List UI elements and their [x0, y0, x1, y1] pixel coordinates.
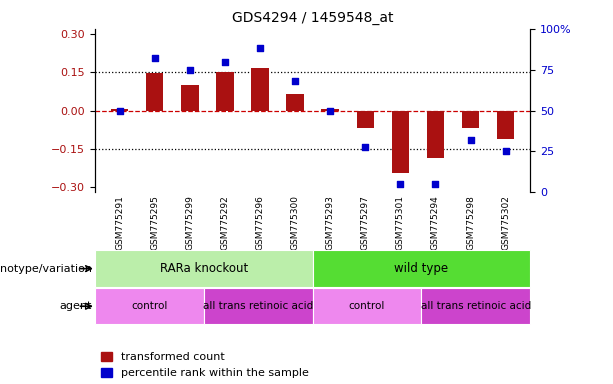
Text: all trans retinoic acid: all trans retinoic acid — [203, 301, 313, 311]
Bar — [181, 85, 199, 111]
Point — [501, 149, 511, 155]
Bar — [251, 68, 268, 111]
Text: all trans retinoic acid: all trans retinoic acid — [421, 301, 531, 311]
Bar — [427, 111, 444, 158]
Text: GSM775301: GSM775301 — [396, 195, 405, 250]
Text: GSM775297: GSM775297 — [361, 195, 370, 250]
Text: GSM775291: GSM775291 — [115, 195, 124, 250]
Point — [115, 108, 124, 114]
Text: agent: agent — [59, 301, 92, 311]
Text: GSM775300: GSM775300 — [291, 195, 300, 250]
Point — [290, 78, 300, 84]
Bar — [95, 288, 204, 324]
Text: control: control — [349, 301, 385, 311]
Point — [466, 137, 476, 143]
Text: wild type: wild type — [394, 262, 449, 275]
Bar — [313, 250, 530, 287]
Text: GSM775292: GSM775292 — [221, 195, 229, 250]
Bar — [321, 109, 339, 111]
Legend: transformed count, percentile rank within the sample: transformed count, percentile rank withi… — [101, 352, 308, 379]
Text: control: control — [131, 301, 167, 311]
Bar — [357, 111, 374, 129]
Bar — [286, 94, 304, 111]
Bar — [204, 288, 313, 324]
Text: RARa knockout: RARa knockout — [160, 262, 248, 275]
Point — [255, 45, 265, 51]
Bar — [216, 72, 234, 111]
Bar — [497, 111, 514, 139]
Text: GSM775299: GSM775299 — [185, 195, 194, 250]
Text: genotype/variation: genotype/variation — [0, 263, 92, 274]
Point — [185, 67, 195, 73]
Point — [395, 181, 405, 187]
Point — [220, 58, 230, 65]
Point — [326, 108, 335, 114]
Text: GSM775302: GSM775302 — [501, 195, 510, 250]
Bar — [95, 250, 313, 287]
Text: GSM775296: GSM775296 — [256, 195, 264, 250]
Bar — [462, 111, 479, 129]
Bar — [421, 288, 530, 324]
Point — [360, 144, 370, 150]
Text: GSM775298: GSM775298 — [466, 195, 475, 250]
Text: GSM775295: GSM775295 — [150, 195, 159, 250]
Bar — [146, 73, 164, 111]
Bar — [111, 109, 128, 111]
Bar — [392, 111, 409, 173]
Title: GDS4294 / 1459548_at: GDS4294 / 1459548_at — [232, 11, 394, 25]
Text: GSM775294: GSM775294 — [431, 195, 440, 250]
Bar — [313, 288, 422, 324]
Point — [150, 55, 159, 61]
Point — [430, 181, 440, 187]
Text: GSM775293: GSM775293 — [326, 195, 335, 250]
